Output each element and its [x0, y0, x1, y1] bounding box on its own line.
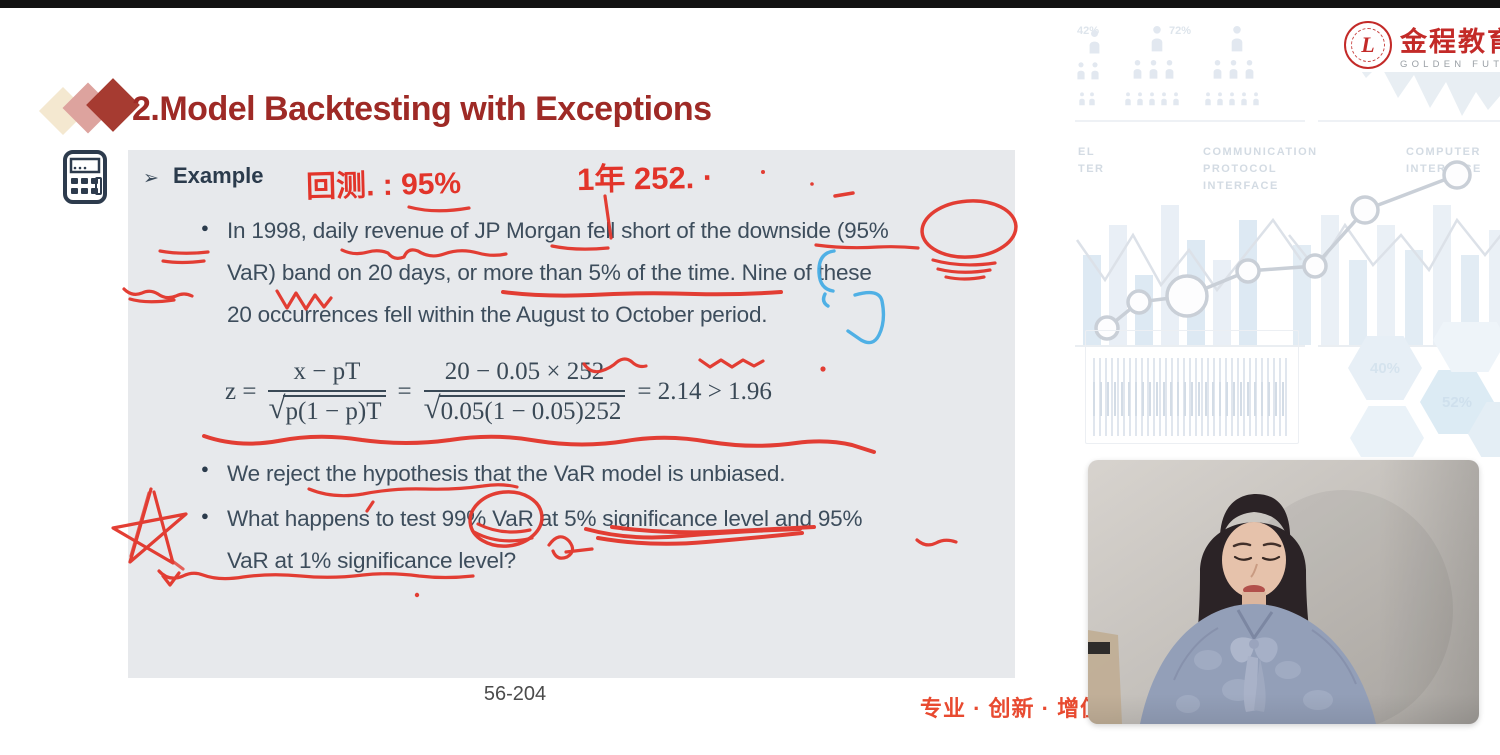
bullet-icon-1: ● [201, 220, 209, 235]
hexagon-52: 52% [1420, 370, 1494, 434]
line-chart-graphic [1094, 160, 1472, 341]
stat-label-42: 42% [1077, 25, 1099, 37]
slide-title: 2.Model Backtesting with Exceptions [132, 90, 712, 128]
bullet-1-line-2: VaR) band on 20 days, or more than 5% of… [227, 260, 872, 285]
faint-label-communication: COMMUNICATION PROTOCOL INTERFACE [1203, 146, 1318, 192]
people-icons-chart: 42% 72% [1077, 25, 1259, 106]
slide-panel: ➢ Example ● In 1998, daily revenue of JP… [128, 150, 1015, 678]
bullet-3-line-2: VaR at 1% significance level? [227, 548, 516, 573]
bullet-2-line-1: We reject the hypothesis that the VaR mo… [227, 461, 786, 486]
hexagon-blank-a [1350, 406, 1424, 457]
presenter-illustration [1088, 460, 1479, 724]
logo-monogram: L [1351, 28, 1385, 62]
faint-label-computer: COMPUTER INTERFACE [1406, 146, 1482, 175]
faint-label-left: EL TER [1078, 146, 1105, 175]
formula-equals: = [397, 378, 412, 405]
bullet-1-line-1: In 1998, daily revenue of JP Morgan fell… [227, 218, 889, 243]
bar-chart-axis-left [1075, 345, 1305, 347]
nose [1250, 563, 1258, 578]
laptop-edge [1088, 642, 1110, 654]
formula-fraction-symbolic: x − pT √ p(1 − p)T [268, 358, 386, 426]
example-label: Example [173, 163, 264, 188]
radical-sign: √ [268, 390, 286, 425]
formula-f1-numerator: x − pT [293, 358, 361, 385]
logo-name-en: GOLDEN FUTURE [1400, 59, 1500, 70]
bar-chart-axis-right [1318, 345, 1500, 347]
footer-slogan: 专业 · 创新 · 增值 [920, 696, 1104, 721]
bullet-1-line-3: 20 occurrences fell within the August to… [227, 302, 768, 327]
candlestick-strokes-dense [1093, 382, 1289, 416]
formula-fraction-numeric: 20 − 0.05 × 252 √ 0.05(1 − 0.05)252 [423, 358, 626, 426]
hexagon-40: 40% [1348, 336, 1422, 400]
bullet-1-text: In 1998, daily revenue of JP Morgan fell… [227, 210, 889, 336]
hexagon-blank-c [1468, 402, 1500, 457]
top-letterbox-bar [0, 0, 1500, 8]
collar [1236, 609, 1274, 641]
brand-logo: L 金程教育® GOLDEN FUTURE [1340, 18, 1500, 72]
formula-lhs: z = [225, 378, 257, 405]
radical-sign-2: √ [423, 390, 441, 425]
people-stats-card [1075, 18, 1305, 122]
face [1222, 522, 1286, 598]
calculator-icon [63, 150, 107, 204]
candlestick-chart-panel [1085, 330, 1299, 444]
candlestick-strokes [1093, 358, 1289, 436]
bullet-icon-2: ● [201, 461, 209, 476]
eyebrows [1232, 542, 1282, 548]
eyes-downcast [1233, 555, 1281, 561]
formula-result: = 2.14 > 1.96 [637, 378, 772, 405]
hair-fringe [1219, 494, 1291, 546]
hexagon-blank-b [1433, 322, 1500, 372]
presenter-webcam-video [1088, 460, 1479, 724]
arm-creases [1173, 627, 1357, 685]
logo-wordmark: 金程教育® GOLDEN FUTURE [1400, 20, 1500, 70]
bullet-3-text: What happens to test 99% VaR at 5% signi… [227, 498, 862, 582]
logo-name-cn: 金程教育 [1400, 27, 1500, 57]
formula-f2-numerator: 20 − 0.05 × 252 [444, 358, 605, 385]
z-statistic-formula: z = x − pT √ p(1 − p)T = 20 − 0.05 × 252… [225, 358, 772, 426]
hexagon-cluster: 40% 52% [1338, 322, 1500, 457]
faint-bar-charts [1075, 205, 1500, 345]
bullet-3-line-1: What happens to test 99% VaR at 5% signi… [227, 506, 863, 531]
bullet-icon-3: ● [201, 508, 209, 523]
formula-f1-radicand: p(1 − p)T [283, 395, 386, 426]
formula-f2-radicand: 0.05(1 − 0.05)252 [438, 395, 626, 426]
stat-label-72: 72% [1169, 25, 1191, 37]
bow-knot [1249, 639, 1259, 649]
page-number: 56-204 [483, 683, 547, 705]
example-arrow-icon: ➢ [143, 168, 159, 189]
logo-seal-icon: L [1344, 21, 1392, 69]
bow-loop-right [1254, 637, 1278, 663]
